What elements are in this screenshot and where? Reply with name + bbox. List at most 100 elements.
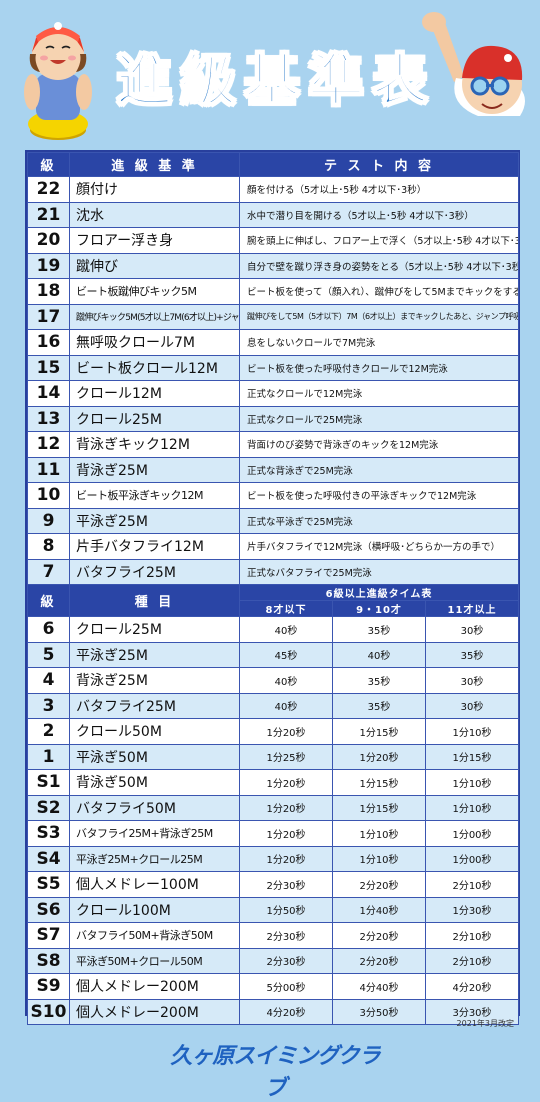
level-cell: 16 (27, 329, 70, 356)
level-cell: S1 (27, 769, 70, 796)
time-11-over-cell: 2分10秒 (424, 922, 520, 949)
girl-swimmer-illustration (24, 22, 92, 140)
time-9-10-cell: 1分15秒 (332, 769, 426, 796)
criteria-cell: 顔付け (69, 176, 240, 203)
time-8-under-cell: 1分20秒 (239, 820, 333, 847)
level-cell: S7 (27, 922, 70, 949)
test-description-cell: 片手バタフライで12M完泳（横呼吸･どちらか一方の手で） (238, 533, 520, 560)
page-title: 進級基準表 (115, 48, 436, 115)
level-cell: S6 (27, 896, 70, 923)
criteria-cell: ビート板平泳ぎキック12M (69, 482, 240, 509)
criteria-row: 14 クロール12M 正式なクロールで12M完泳 (27, 380, 520, 407)
time-9-10-cell: 1分20秒 (332, 743, 426, 770)
event-cell: バタフライ25M+背泳ぎ25M (69, 820, 240, 847)
time-header-row: 級 種 目 6級以上進級タイム表 (27, 584, 520, 617)
criteria-column-header: 進 級 基 準 (69, 152, 240, 177)
time-9-10-cell: 1分10秒 (332, 820, 426, 847)
test-description-cell: ビート板を使った呼吸付きクロールで12M完泳 (238, 354, 520, 381)
level-cell: S3 (27, 820, 70, 847)
time-9-10-cell: 4分40秒 (332, 973, 426, 1000)
time-8-under-cell: 40秒 (239, 692, 333, 719)
boy-swimmer-illustration (422, 12, 525, 116)
time-8-under-cell: 2分30秒 (239, 922, 333, 949)
level-cell: 11 (27, 456, 70, 483)
event-cell: クロール50M (69, 718, 240, 745)
event-cell: 平泳ぎ50M+クロール50M (69, 947, 240, 974)
time-8-under-cell: 1分20秒 (239, 794, 333, 821)
time-8-under-cell: 40秒 (239, 667, 333, 694)
criteria-row: 22 顔付け 顔を付ける（5才以上･5秒 4才以下･3秒） (27, 176, 520, 203)
time-8-under-cell: 1分20秒 (239, 769, 333, 796)
criteria-cell: ビート板蹴伸びキック5M (69, 278, 240, 305)
level-cell: 19 (27, 252, 70, 279)
level-cell: 22 (27, 176, 70, 203)
time-9-10-cell: 1分10秒 (332, 845, 426, 872)
criteria-cell: 片手バタフライ12M (69, 533, 240, 560)
criteria-cell: クロール25M (69, 405, 240, 432)
time-9-10-cell: 1分40秒 (332, 896, 426, 923)
time-11-over-cell: 1分15秒 (424, 743, 520, 770)
time-row: S8 平泳ぎ50M+クロール50M 2分30秒 2分20秒 2分10秒 (27, 947, 520, 974)
event-cell: 個人メドレー200M (69, 998, 240, 1025)
test-description-cell: 正式なクロールで25M完泳 (238, 405, 520, 432)
age-col-8-under: 8才以下 (239, 600, 333, 617)
time-8-under-cell: 4分20秒 (239, 998, 333, 1025)
time-row: S9 個人メドレー200M 5分00秒 4分40秒 4分20秒 (27, 973, 520, 1000)
criteria-cell: バタフライ25M (69, 558, 240, 585)
time-9-10-cell: 3分50秒 (332, 998, 426, 1025)
event-cell: バタフライ50M (69, 794, 240, 821)
time-9-10-cell: 2分20秒 (332, 922, 426, 949)
criteria-cell: 蹴伸びキック5M(5才以上7M(6才以上)+ジャンプ呼吸5M (69, 303, 240, 330)
test-description-cell: ビート板を使った呼吸付きの平泳ぎキックで12M完泳 (238, 482, 520, 509)
test-description-cell: ビート板を使って（顔入れ）、蹴伸びをして5Mまでキックをする (238, 278, 520, 305)
criteria-row: 11 背泳ぎ25M 正式な背泳ぎで25M完泳 (27, 456, 520, 483)
test-description-cell: 自分で壁を蹴り浮き身の姿勢をとる（5才以上･5秒 4才以下･3秒） (238, 252, 520, 279)
test-description-cell: 正式なバタフライで25M完泳 (238, 558, 520, 585)
level-cell: 14 (27, 380, 70, 407)
time-11-over-cell: 1分10秒 (424, 794, 520, 821)
level-cell: 5 (27, 641, 70, 668)
criteria-cell: 平泳ぎ25M (69, 507, 240, 534)
criteria-cell: 無呼吸クロール7M (69, 329, 240, 356)
criteria-row: 20 フロアー浮き身 腕を頭上に伸ばし、フロアー上で浮く（5才以上･5秒 4才以下･… (27, 227, 520, 254)
criteria-row: 13 クロール25M 正式なクロールで25M完泳 (27, 405, 520, 432)
test-description-cell: 息をしないクロールで7M完泳 (238, 329, 520, 356)
time-8-under-cell: 2分30秒 (239, 947, 333, 974)
time-8-under-cell: 45秒 (239, 641, 333, 668)
test-description-cell: 正式な背泳ぎで25M完泳 (238, 456, 520, 483)
time-11-over-cell: 2分10秒 (424, 947, 520, 974)
event-cell: 個人メドレー200M (69, 973, 240, 1000)
test-column-header: テ ス ト 内 容 (238, 152, 520, 177)
level-cell: 20 (27, 227, 70, 254)
criteria-row: 19 蹴伸び 自分で壁を蹴り浮き身の姿勢をとる（5才以上･5秒 4才以下･3秒） (27, 252, 520, 279)
time-8-under-cell: 1分20秒 (239, 845, 333, 872)
event-cell: 平泳ぎ50M (69, 743, 240, 770)
event-column-header: 種 目 (69, 584, 240, 617)
level-cell: 15 (27, 354, 70, 381)
time-row: 1 平泳ぎ50M 1分25秒 1分20秒 1分15秒 (27, 743, 520, 770)
time-8-under-cell: 1分20秒 (239, 718, 333, 745)
time-11-over-cell: 1分00秒 (424, 820, 520, 847)
time-9-10-cell: 2分20秒 (332, 871, 426, 898)
criteria-row: 9 平泳ぎ25M 正式な平泳ぎで25M完泳 (27, 507, 520, 534)
test-description-cell: 腕を頭上に伸ばし、フロアー上で浮く（5才以上･5秒 4才以下･3秒） (238, 227, 520, 254)
level-cell: 17 (27, 303, 70, 330)
time-8-under-cell: 2分30秒 (239, 871, 333, 898)
level-cell: S9 (27, 973, 70, 1000)
time-11-over-cell: 1分30秒 (424, 896, 520, 923)
criteria-row: 12 背泳ぎキック12M 背面けのび姿勢で背泳ぎのキックを12M完泳 (27, 431, 520, 458)
time-8-under-cell: 1分50秒 (239, 896, 333, 923)
level-column-header-2: 級 (27, 584, 70, 617)
level-cell: S8 (27, 947, 70, 974)
level-cell: 2 (27, 718, 70, 745)
level-cell: S5 (27, 871, 70, 898)
time-11-over-cell: 3分30秒 (424, 998, 520, 1025)
time-row: S4 平泳ぎ25M+クロール25M 1分20秒 1分10秒 1分00秒 (27, 845, 520, 872)
event-cell: 平泳ぎ25M (69, 641, 240, 668)
criteria-row: 16 無呼吸クロール7M 息をしないクロールで7M完泳 (27, 329, 520, 356)
event-cell: 背泳ぎ25M (69, 667, 240, 694)
time-table-title: 6級以上進級タイム表 (238, 584, 520, 601)
time-9-10-cell: 2分20秒 (332, 947, 426, 974)
age-col-9-10: 9・10才 (332, 600, 426, 617)
level-cell: S10 (27, 998, 70, 1025)
